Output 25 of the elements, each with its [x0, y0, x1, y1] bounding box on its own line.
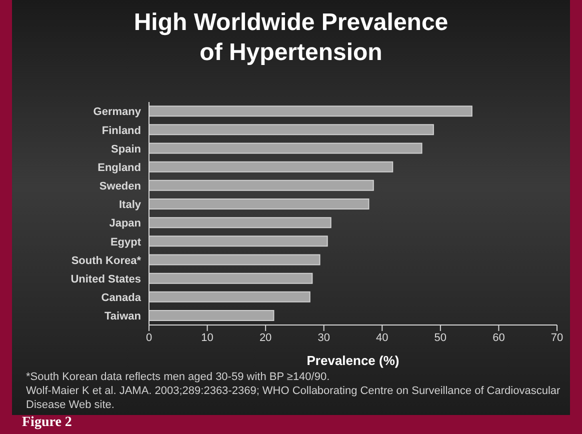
x-axis-title: Prevalence (%) — [306, 353, 400, 368]
y-tick-label: Egypt — [110, 236, 142, 248]
caption: Figure 2 — [22, 415, 72, 431]
y-tick-label: Taiwan — [104, 310, 142, 323]
chart-title: High Worldwide Prevalence of Hypertension — [132, 8, 450, 68]
y-tick-label: Canada — [101, 292, 142, 304]
y-tick-label: South Korea* — [71, 254, 142, 267]
y-tick-label: United States — [70, 273, 141, 286]
x-tick-label: 40 — [376, 332, 388, 344]
y-tick-label: Italy — [118, 199, 142, 212]
x-tick-label: 10 — [201, 332, 214, 344]
x-tick-label: 20 — [259, 332, 272, 344]
x-tick-label: 50 — [434, 332, 447, 344]
y-tick-label: England — [98, 162, 141, 174]
y-tick-label: Germany — [93, 106, 142, 118]
y-tick-label: Finland — [102, 124, 141, 137]
x-tick-label: 60 — [492, 332, 505, 344]
y-tick-label: Spain — [111, 143, 142, 156]
x-tick-label: 70 — [550, 332, 564, 344]
y-tick-label: Sweden — [99, 180, 142, 193]
x-tick-label: 30 — [318, 332, 330, 344]
text: Wolf-Maier K et al. JAMA. 2003;289:2363-2369; WHO Collaborating Centre on Surveillance of Cardiovascular Disease Web site. — [26, 384, 562, 412]
x-tick-label: 0 — [146, 332, 152, 344]
text: *South Korean data reflects men aged 30-59 with BP ≥140/90. — [26, 370, 331, 384]
y-tick-label: Japan — [109, 218, 142, 230]
